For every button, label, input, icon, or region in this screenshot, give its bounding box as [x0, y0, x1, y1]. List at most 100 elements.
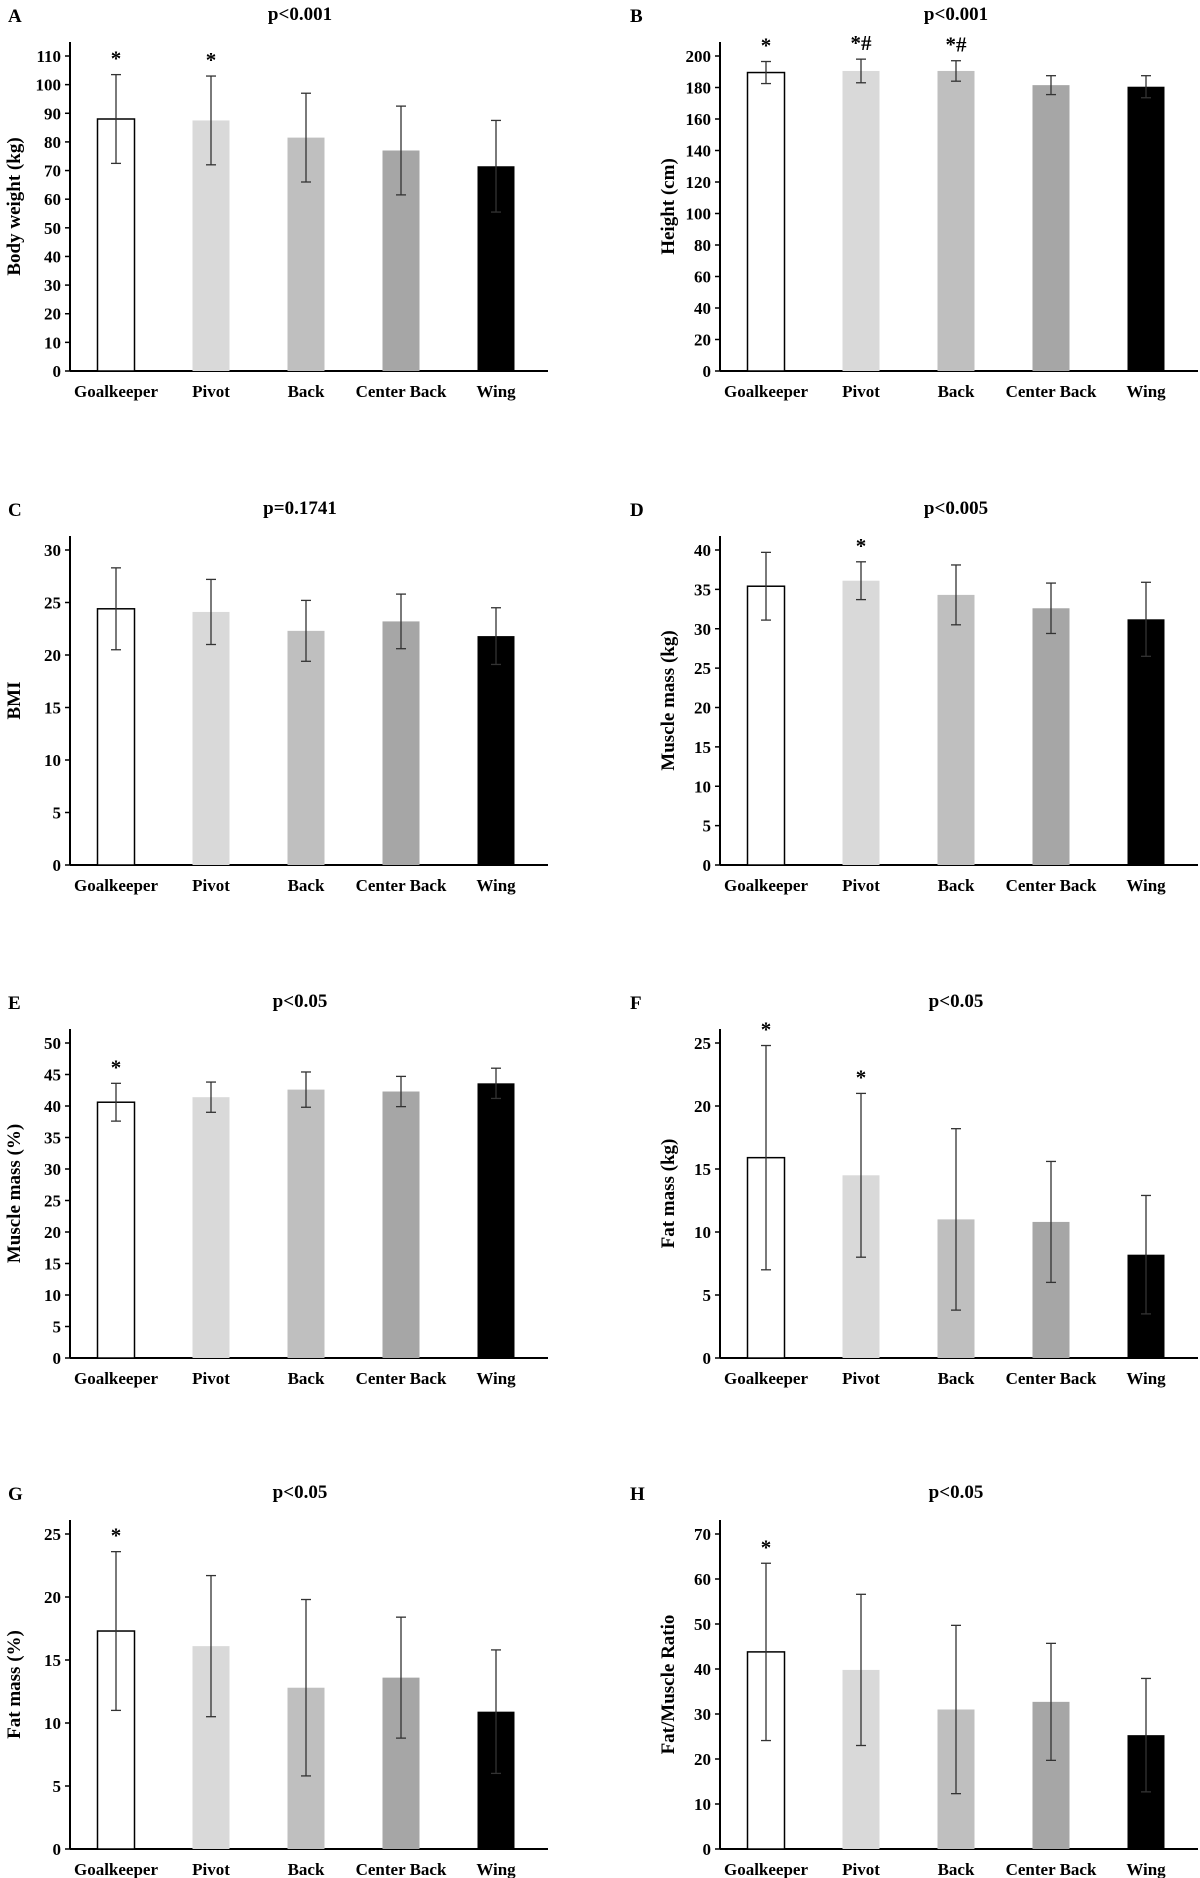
y-tick-label: 10 — [694, 777, 711, 796]
y-tick-label: 110 — [36, 47, 61, 66]
y-tick-label: 40 — [44, 247, 61, 266]
chart-title: p<0.001 — [924, 4, 988, 25]
y-tick-label: 0 — [703, 1840, 712, 1859]
error-bar — [111, 73, 121, 165]
x-tick-label: Center Back — [356, 382, 447, 401]
error-bar — [111, 567, 121, 651]
y-tick-label: 10 — [44, 333, 61, 352]
x-tick-label: Wing — [1126, 876, 1166, 895]
chart-title: p=0.1741 — [263, 498, 337, 519]
x-tick-label: Pivot — [192, 1369, 230, 1388]
y-tick-label: 20 — [694, 699, 711, 718]
y-axis-label: Fat/Muscle Ratio — [658, 1615, 679, 1755]
significance-marker: * — [111, 1055, 122, 1079]
y-tick-label: 10 — [44, 1286, 61, 1305]
x-tick-label: Back — [288, 1860, 325, 1878]
error-bar — [1141, 75, 1151, 99]
error-bar — [1141, 581, 1151, 657]
y-tick-label: 120 — [686, 173, 712, 192]
error-bar — [206, 75, 216, 166]
panel-letter: C — [8, 500, 22, 521]
bar-center-back — [382, 621, 420, 865]
panel-letter: D — [630, 500, 644, 521]
error-bar — [301, 1598, 311, 1777]
y-axis-label: BMI — [4, 682, 25, 720]
x-tick-label: Wing — [1126, 1860, 1166, 1878]
bar-wing — [1127, 619, 1165, 865]
x-tick-label: Back — [288, 382, 325, 401]
y-tick-label: 25 — [44, 594, 61, 613]
significance-marker: * — [111, 1524, 122, 1548]
x-tick-label: Back — [938, 1369, 975, 1388]
y-tick-label: 40 — [694, 1660, 711, 1679]
bar-wing — [477, 636, 515, 865]
error-bar — [396, 593, 406, 650]
y-tick-label: 25 — [44, 1525, 61, 1544]
error-bar — [491, 607, 501, 666]
y-tick-label: 10 — [44, 1714, 61, 1733]
panel-letter: H — [630, 1484, 645, 1505]
y-tick-label: 0 — [53, 1349, 62, 1368]
x-tick-label: Back — [288, 1369, 325, 1388]
y-tick-label: 10 — [44, 751, 61, 770]
y-tick-label: 60 — [44, 190, 61, 209]
error-bar — [856, 561, 866, 601]
y-tick-label: 15 — [44, 1651, 61, 1670]
y-tick-label: 40 — [694, 299, 711, 318]
error-bar — [1046, 1160, 1056, 1284]
chart-title: p<0.001 — [268, 4, 332, 25]
x-tick-label: Center Back — [356, 1369, 447, 1388]
significance-marker: * — [761, 1018, 772, 1042]
bar-wing — [477, 1083, 515, 1358]
x-tick-label: Goalkeeper — [74, 876, 158, 895]
y-tick-label: 0 — [53, 362, 62, 381]
y-tick-label: 15 — [44, 699, 61, 718]
y-tick-label: 80 — [694, 236, 711, 255]
significance-marker: * — [761, 34, 772, 58]
y-tick-label: 35 — [694, 580, 711, 599]
y-tick-label: 5 — [703, 1286, 712, 1305]
y-tick-label: 5 — [703, 817, 712, 836]
y-axis-label: Fat mass (kg) — [658, 1139, 679, 1249]
error-bar — [1141, 1194, 1151, 1315]
y-tick-label: 90 — [44, 104, 61, 123]
error-bar — [111, 1550, 121, 1712]
x-tick-label: Center Back — [1006, 876, 1097, 895]
error-bar — [206, 1574, 216, 1718]
error-bar — [1141, 1677, 1151, 1793]
error-bar — [856, 58, 866, 84]
significance-marker: *# — [946, 33, 968, 57]
bar-back — [287, 630, 325, 865]
error-bar — [951, 564, 961, 626]
significance-marker: *# — [851, 31, 873, 55]
y-tick-label: 0 — [703, 856, 712, 875]
y-tick-label: 25 — [694, 659, 711, 678]
y-tick-label: 20 — [694, 331, 711, 350]
bar-goalkeeper — [96, 118, 136, 372]
panel-letter: E — [8, 993, 21, 1014]
x-tick-label: Goalkeeper — [724, 876, 808, 895]
y-tick-label: 20 — [44, 1223, 61, 1242]
y-tick-label: 30 — [694, 620, 711, 639]
y-tick-label: 160 — [686, 110, 712, 129]
x-tick-label: Wing — [476, 876, 516, 895]
significance-marker: * — [111, 47, 122, 71]
x-tick-label: Center Back — [1006, 382, 1097, 401]
y-tick-label: 40 — [694, 541, 711, 560]
x-tick-label: Goalkeeper — [724, 382, 808, 401]
y-tick-label: 5 — [53, 1318, 62, 1337]
error-bar — [206, 1081, 216, 1113]
error-bar — [301, 599, 311, 662]
significance-marker: * — [856, 534, 867, 558]
error-bar — [761, 1562, 771, 1742]
x-tick-label: Goalkeeper — [74, 1369, 158, 1388]
error-bar — [396, 1075, 406, 1108]
y-tick-label: 70 — [694, 1525, 711, 1544]
y-axis-label: Fat mass (%) — [4, 1630, 25, 1739]
